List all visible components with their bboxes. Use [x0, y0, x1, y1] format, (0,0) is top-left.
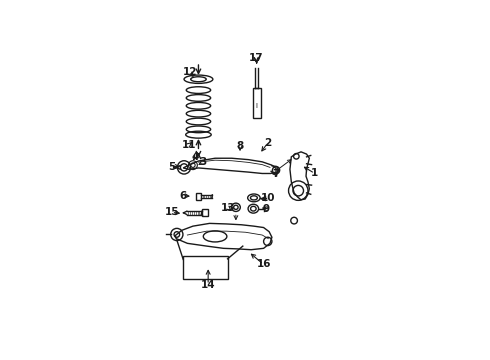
Text: 1: 1 — [311, 168, 318, 179]
Text: 7: 7 — [272, 169, 280, 179]
Text: 17: 17 — [249, 53, 264, 63]
Text: 10: 10 — [261, 193, 275, 203]
Text: 3: 3 — [199, 157, 206, 167]
Text: 16: 16 — [256, 260, 271, 269]
Text: 6: 6 — [180, 191, 187, 201]
Text: 9: 9 — [263, 204, 270, 214]
Text: 8: 8 — [236, 141, 244, 151]
Text: 5: 5 — [169, 162, 176, 172]
Text: 2: 2 — [264, 138, 271, 148]
Text: 4: 4 — [192, 152, 199, 162]
Text: 14: 14 — [201, 280, 216, 290]
Text: 13: 13 — [220, 203, 235, 212]
Text: 12: 12 — [182, 67, 197, 77]
Text: 11: 11 — [181, 140, 196, 150]
Text: 15: 15 — [164, 207, 179, 217]
Text: I: I — [256, 103, 258, 109]
